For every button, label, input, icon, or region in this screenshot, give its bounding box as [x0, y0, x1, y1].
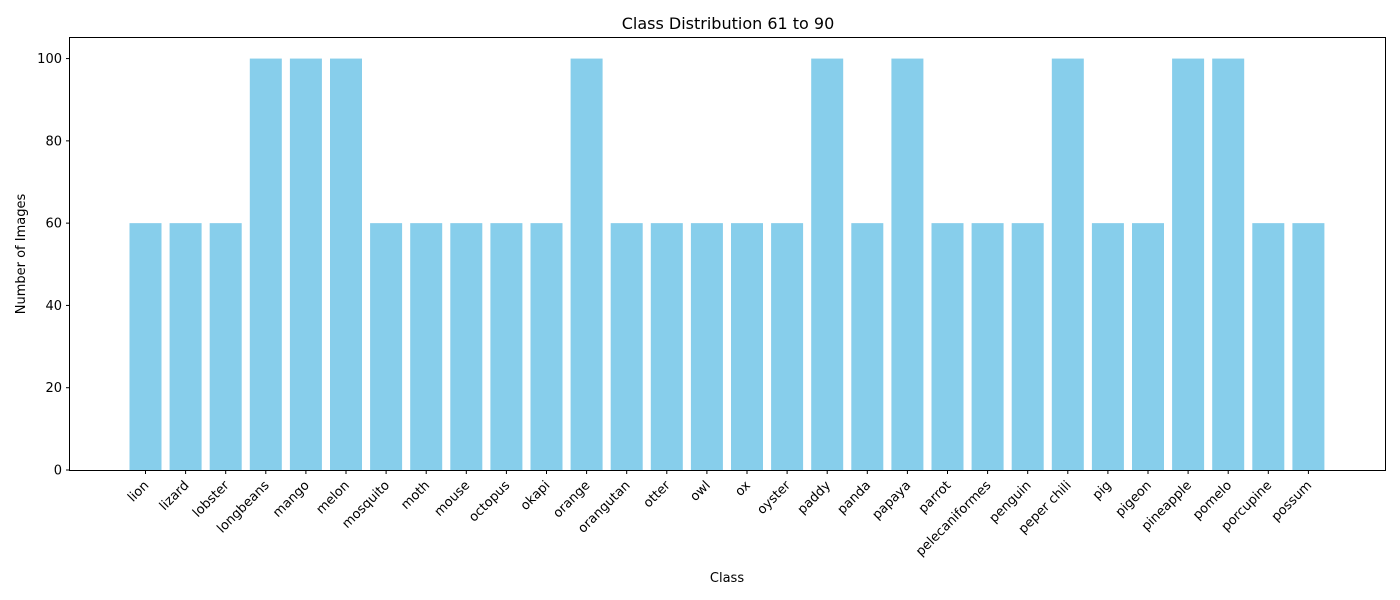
x-tick-label: lizard: [157, 478, 193, 514]
bar-pomelo: [1212, 58, 1245, 470]
bar-moth: [410, 223, 443, 470]
bar-parrot: [931, 223, 964, 470]
bar-panda: [851, 223, 884, 470]
bar-okapi: [530, 223, 563, 470]
bar-mosquito: [370, 223, 403, 470]
bar-mango: [289, 58, 322, 470]
bar-pelecaniformes: [971, 223, 1004, 470]
x-tick-label: melon: [314, 478, 353, 517]
bar-longbeans: [249, 58, 282, 470]
bar-pineapple: [1172, 58, 1205, 470]
x-tick-label: owl: [687, 478, 713, 504]
bar-lobster: [209, 223, 242, 470]
x-axis-label: Class: [710, 571, 744, 586]
bar-papaya: [891, 58, 924, 470]
bar-orange: [570, 58, 603, 470]
y-tick-label: 40: [45, 299, 62, 314]
x-tick-label: pig: [1090, 478, 1115, 503]
x-tick-label: mango: [270, 478, 313, 521]
y-tick-label: 60: [45, 217, 62, 232]
y-tick-label: 80: [45, 134, 62, 149]
bar-penguin: [1011, 223, 1044, 470]
y-tick-label: 20: [45, 381, 62, 396]
x-tick-label: paddy: [795, 478, 834, 517]
bar-possum: [1292, 223, 1325, 470]
bar-paddy: [811, 58, 844, 470]
plot-frame: [69, 37, 1386, 471]
x-tick-label: okapi: [518, 478, 553, 513]
bar-octopus: [490, 223, 523, 470]
chart-title: Class Distribution 61 to 90: [622, 14, 835, 33]
bar-pig: [1091, 223, 1124, 470]
x-tick-label: otter: [641, 478, 674, 511]
y-axis: 0 20 40 60 80 100: [37, 52, 70, 479]
x-tick-label: ox: [732, 478, 754, 500]
bar-otter: [650, 223, 683, 470]
x-tick-label: moth: [398, 478, 433, 513]
bar-ox: [731, 223, 763, 470]
bar-mouse: [450, 223, 483, 470]
bar-peper-chili: [1051, 58, 1084, 470]
y-axis-label: Number of Images: [14, 194, 29, 315]
x-tick-label: octopus: [466, 478, 513, 525]
x-tick-label: lion: [125, 478, 152, 505]
bar-lion: [129, 223, 162, 470]
bar-orangutan: [610, 223, 643, 470]
y-tick-label: 100: [37, 52, 62, 67]
x-tick-label: parrot: [916, 478, 955, 517]
x-tick-label: oyster: [754, 478, 794, 518]
bar-porcupine: [1252, 223, 1285, 470]
x-tick-label: possum: [1269, 478, 1315, 524]
x-tick-label: panda: [835, 478, 874, 517]
bar-melon: [330, 58, 362, 470]
x-tick-label: pelecaniformes: [913, 478, 994, 559]
bar-oyster: [771, 223, 804, 470]
bar-owl: [690, 223, 723, 470]
bars-group: [129, 58, 1325, 470]
x-tick-label: papaya: [870, 478, 915, 523]
bar-lizard: [169, 223, 202, 470]
y-tick-label: 0: [54, 464, 62, 479]
bar-pigeon: [1132, 223, 1164, 470]
